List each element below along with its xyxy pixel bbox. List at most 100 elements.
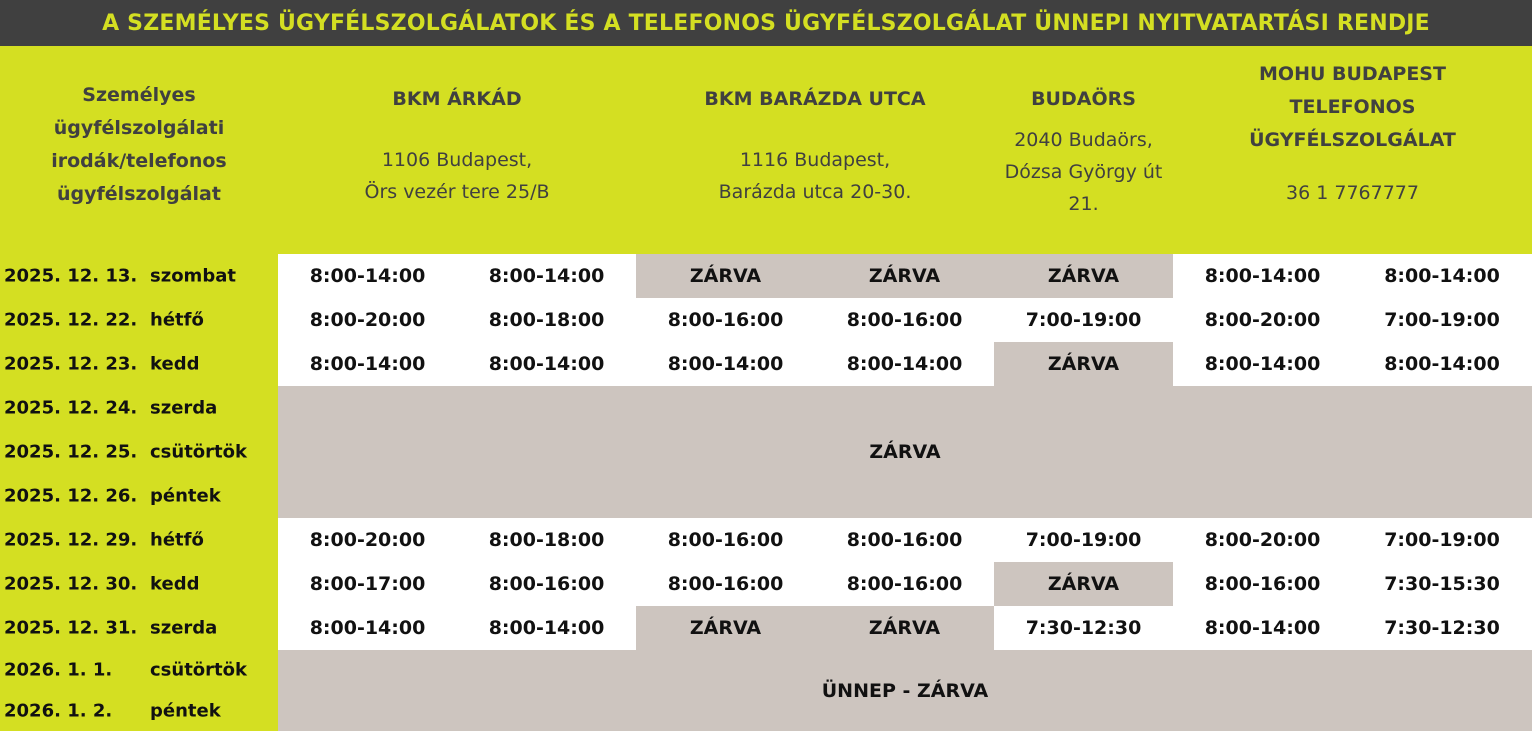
location-name: BKM ÁRKÁD — [392, 83, 521, 116]
hours-cell: 8:00-16:00 — [636, 518, 815, 562]
date-text: 2026. 1. 2. — [4, 700, 113, 721]
hours-cell: 7:00-19:00 — [994, 298, 1173, 342]
header-label-line: ügyfélszolgálati — [53, 117, 225, 139]
date-cell: 2026. 1. 1. csütörtök — [0, 650, 278, 690]
date-text: 2025. 12. 30. — [4, 573, 138, 595]
hours-cell: 7:00-19:00 — [1352, 518, 1532, 562]
location-name-line: ÜGYFÉLSZOLGÁLAT — [1249, 129, 1456, 151]
closed-cell: ZÁRVA — [636, 606, 815, 650]
location-address: 1106 Budapest, Örs vezér tere 25/B — [364, 144, 549, 208]
closed-cell: ZÁRVA — [994, 342, 1173, 386]
column-label-header: Személyes ügyfélszolgálati irodák/telefono… — [0, 46, 278, 254]
hours-cell: 8:00-14:00 — [278, 254, 457, 298]
location-address-line: 36 1 7767777 — [1286, 182, 1419, 204]
location-name: BKM BARÁZDA UTCA — [704, 83, 925, 116]
hours-cell: 8:00-14:00 — [457, 606, 636, 650]
closed-merged-cell: ZÁRVA — [278, 386, 1532, 518]
location-name: MOHU BUDAPEST TELEFONOS ÜGYFÉLSZOLGÁLAT — [1249, 58, 1456, 157]
location-name-line: MOHU BUDAPEST — [1259, 63, 1446, 85]
date-cell: 2025. 12. 31. szerda — [0, 606, 278, 650]
date-text: 2025. 12. 29. — [4, 529, 138, 551]
date-cell: 2025. 12. 30. kedd — [0, 562, 278, 606]
hours-cell: 8:00-14:00 — [1352, 342, 1532, 386]
closed-cell: ZÁRVA — [994, 562, 1173, 606]
hours-cell: 8:00-16:00 — [636, 298, 815, 342]
hours-cell: 8:00-17:00 — [278, 562, 457, 606]
hours-cell: 8:00-14:00 — [815, 342, 994, 386]
closed-cell: ZÁRVA — [815, 254, 994, 298]
closed-cell: ZÁRVA — [636, 254, 815, 298]
hours-cell: 8:00-14:00 — [1173, 254, 1352, 298]
location-address-line: Örs vezér tere 25/B — [364, 181, 550, 203]
date-text: 2025. 12. 13. — [4, 265, 138, 287]
location-header: MOHU BUDAPEST TELEFONOS ÜGYFÉLSZOLGÁLAT 36 … — [1173, 46, 1532, 254]
location-address: 36 1 7767777 — [1286, 177, 1419, 209]
date-text: 2026. 1. 1. — [4, 659, 113, 681]
location-name: BUDAÖRS — [1031, 83, 1136, 116]
date-cell: 2025. 12. 25. csütörtök — [0, 430, 278, 474]
date-cell: 2025. 12. 22. hétfő — [0, 298, 278, 342]
weekday-text: csütörtök — [150, 441, 247, 463]
closed-cell: ZÁRVA — [994, 254, 1173, 298]
location-address-line: 1106 Budapest, — [381, 149, 533, 171]
date-cell: 2025. 12. 29. hétfő — [0, 518, 278, 562]
date-text: 2025. 12. 22. — [4, 309, 138, 331]
hours-cell: 8:00-20:00 — [278, 518, 457, 562]
date-text: 2025. 12. 23. — [4, 353, 138, 375]
hours-cell: 8:00-14:00 — [636, 342, 815, 386]
location-address-line: 21. — [1068, 193, 1099, 215]
weekday-text: szerda — [150, 397, 218, 419]
hours-cell: 8:00-20:00 — [278, 298, 457, 342]
weekday-text: szerda — [150, 617, 218, 639]
date-text: 2025. 12. 24. — [4, 397, 138, 419]
hours-cell: 8:00-16:00 — [815, 518, 994, 562]
location-name-line: BKM ÁRKÁD — [392, 88, 522, 110]
hours-cell: 8:00-14:00 — [457, 254, 636, 298]
hours-cell: 8:00-18:00 — [457, 518, 636, 562]
location-address: 2040 Budaörs, Dózsa György út 21. — [1005, 124, 1163, 220]
weekday-text: péntek — [150, 700, 221, 721]
location-address-line: 1116 Budapest, — [739, 149, 891, 171]
header-label-line: irodák/telefonos — [51, 150, 227, 172]
hours-cell: 8:00-20:00 — [1173, 298, 1352, 342]
closed-merged-cell: ÜNNEP - ZÁRVA — [278, 650, 1532, 731]
hours-cell: 8:00-14:00 — [1173, 342, 1352, 386]
location-name-line: BUDAÖRS — [1031, 88, 1136, 110]
header-label-line: Személyes — [82, 84, 196, 106]
hours-cell: 7:30-12:30 — [1352, 606, 1532, 650]
hours-cell: 7:00-19:00 — [994, 518, 1173, 562]
hours-cell: 8:00-14:00 — [278, 606, 457, 650]
hours-cell: 8:00-16:00 — [1173, 562, 1352, 606]
location-address-line: Dózsa György út — [1004, 161, 1163, 183]
location-header: BKM BARÁZDA UTCA 1116 Budapest, Barázda ut… — [636, 46, 994, 254]
hours-cell: 8:00-16:00 — [815, 562, 994, 606]
location-header: BUDAÖRS 2040 Budaörs, Dózsa György út 21. — [994, 46, 1173, 254]
weekday-text: szombat — [150, 265, 236, 287]
location-address-line: 2040 Budaörs, — [1014, 129, 1153, 151]
location-address-line: Barázda utca 20-30. — [718, 181, 912, 203]
weekday-text: kedd — [150, 353, 200, 375]
hours-cell: 8:00-18:00 — [457, 298, 636, 342]
hours-cell: 8:00-16:00 — [815, 298, 994, 342]
date-text: 2025. 12. 26. — [4, 485, 138, 507]
header-label-line: ügyfélszolgálat — [57, 183, 221, 205]
weekday-text: kedd — [150, 573, 200, 595]
page-title: A SZEMÉLYES ÜGYFÉLSZOLGÁLATOK ÉS A TELEF… — [0, 0, 1532, 46]
date-cell: 2025. 12. 23. kedd — [0, 342, 278, 386]
date-cell: 2025. 12. 24. szerda — [0, 386, 278, 430]
location-address: 1116 Budapest, Barázda utca 20-30. — [719, 144, 912, 208]
date-text: 2025. 12. 25. — [4, 441, 138, 463]
location-name-line: TELEFONOS — [1289, 96, 1416, 118]
location-header: BKM ÁRKÁD 1106 Budapest, Örs vezér tere 25… — [278, 46, 636, 254]
date-text: 2025. 12. 31. — [4, 617, 138, 639]
location-name-line: BKM BARÁZDA UTCA — [704, 88, 926, 110]
hours-cell: 8:00-16:00 — [457, 562, 636, 606]
hours-cell: 8:00-20:00 — [1173, 518, 1352, 562]
hours-cell: 7:30-12:30 — [994, 606, 1173, 650]
closed-cell: ZÁRVA — [815, 606, 994, 650]
date-cell: 2025. 12. 26. péntek — [0, 474, 278, 518]
weekday-text: hétfő — [150, 309, 204, 331]
hours-cell: 7:00-19:00 — [1352, 298, 1532, 342]
date-cell: 2025. 12. 13. szombat — [0, 254, 278, 298]
